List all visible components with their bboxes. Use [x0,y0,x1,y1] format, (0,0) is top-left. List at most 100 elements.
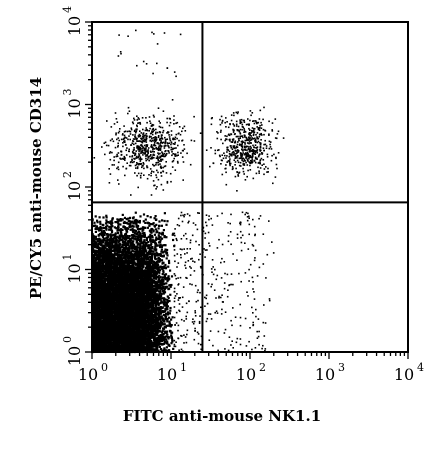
event-point [96,258,99,261]
event-point [132,237,135,240]
event-point [154,304,157,308]
event-point [136,329,139,332]
event-point [122,279,125,282]
event-point [100,244,103,247]
event-point [113,226,116,229]
event-point [163,289,166,292]
event-point [170,334,173,337]
event-point [156,254,159,257]
event-point [160,224,163,227]
event-point [144,266,148,269]
event-point [171,340,174,343]
event-point [126,263,129,266]
event-point [135,240,139,243]
event-point [153,348,156,351]
event-point [130,277,133,280]
event-point [97,248,100,252]
event-point [172,347,175,350]
event-point [142,346,145,349]
event-point [132,260,135,263]
event-point [149,230,152,233]
event-point [166,254,169,257]
event-point [149,312,152,315]
event-point [162,335,165,338]
event-point [147,304,150,307]
event-point [155,272,158,275]
event-point [134,230,137,233]
event-point [126,242,130,245]
event-point [129,228,132,231]
event-point [154,337,157,340]
event-point [152,285,155,288]
event-point [95,225,98,228]
event-point [163,291,167,294]
event-point [126,271,129,274]
event-point [94,230,97,233]
event-point [153,217,156,220]
event-point [144,218,147,221]
event-point [133,221,136,224]
event-point [171,338,174,341]
event-point [127,243,130,246]
event-point [142,240,145,243]
event-point [134,211,137,214]
event-point [96,221,99,224]
event-point [161,306,164,309]
event-point [102,264,105,267]
event-point [117,247,120,250]
event-point [147,241,150,244]
event-point [158,274,161,277]
event-point [125,255,128,258]
event-point [141,232,144,235]
event-point [119,267,122,270]
event-point [153,248,156,251]
event-point [149,256,152,259]
event-point [146,289,149,293]
event-point [127,217,130,220]
event-point [119,243,122,246]
event-point [99,255,102,258]
event-point [170,342,173,345]
event-point [157,294,161,297]
event-point [133,322,136,325]
event-point [157,349,160,352]
event-point [97,261,100,264]
event-point [101,264,104,267]
event-point [147,321,151,324]
event-point [93,246,96,249]
event-point [105,300,108,304]
event-point [165,223,168,226]
event-point [130,244,133,247]
event-point [106,242,110,245]
event-point [147,316,150,319]
event-point [118,343,121,346]
event-point [106,224,109,227]
event-point [164,301,167,304]
event-point [158,280,161,283]
event-point [159,236,162,239]
event-point [126,255,129,258]
event-point [152,250,155,253]
event-point [149,229,153,232]
event-point [114,221,117,224]
event-point [147,235,150,238]
event-point [149,216,152,219]
event-point [110,241,113,244]
event-point [93,235,96,239]
event-point [94,274,97,277]
event-point [119,313,122,316]
event-point [93,254,96,257]
event-point [148,316,152,319]
event-point [148,264,152,267]
event-point [159,302,162,305]
event-point [158,278,161,281]
event-point [158,258,161,261]
event-point [165,335,168,338]
event-point [151,236,154,239]
event-point [117,241,120,244]
event-point [168,322,171,325]
event-point [131,249,134,252]
event-point [111,221,114,224]
event-point [109,228,112,231]
event-point [160,245,163,249]
